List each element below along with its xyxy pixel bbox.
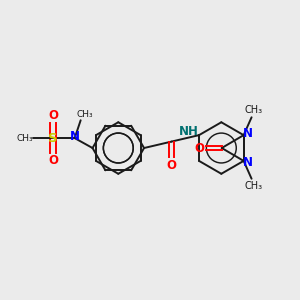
Text: O: O [48, 109, 58, 122]
Text: CH₃: CH₃ [17, 134, 34, 142]
Text: N: N [243, 127, 253, 140]
Text: S: S [48, 132, 58, 145]
Text: O: O [194, 142, 204, 154]
Text: CH₃: CH₃ [244, 181, 262, 191]
Text: N: N [243, 156, 253, 170]
Text: CH₃: CH₃ [76, 110, 93, 119]
Text: CH₃: CH₃ [244, 105, 262, 116]
Text: O: O [167, 159, 176, 172]
Text: NH: NH [179, 125, 199, 138]
Text: N: N [70, 130, 80, 142]
Text: O: O [48, 154, 58, 167]
